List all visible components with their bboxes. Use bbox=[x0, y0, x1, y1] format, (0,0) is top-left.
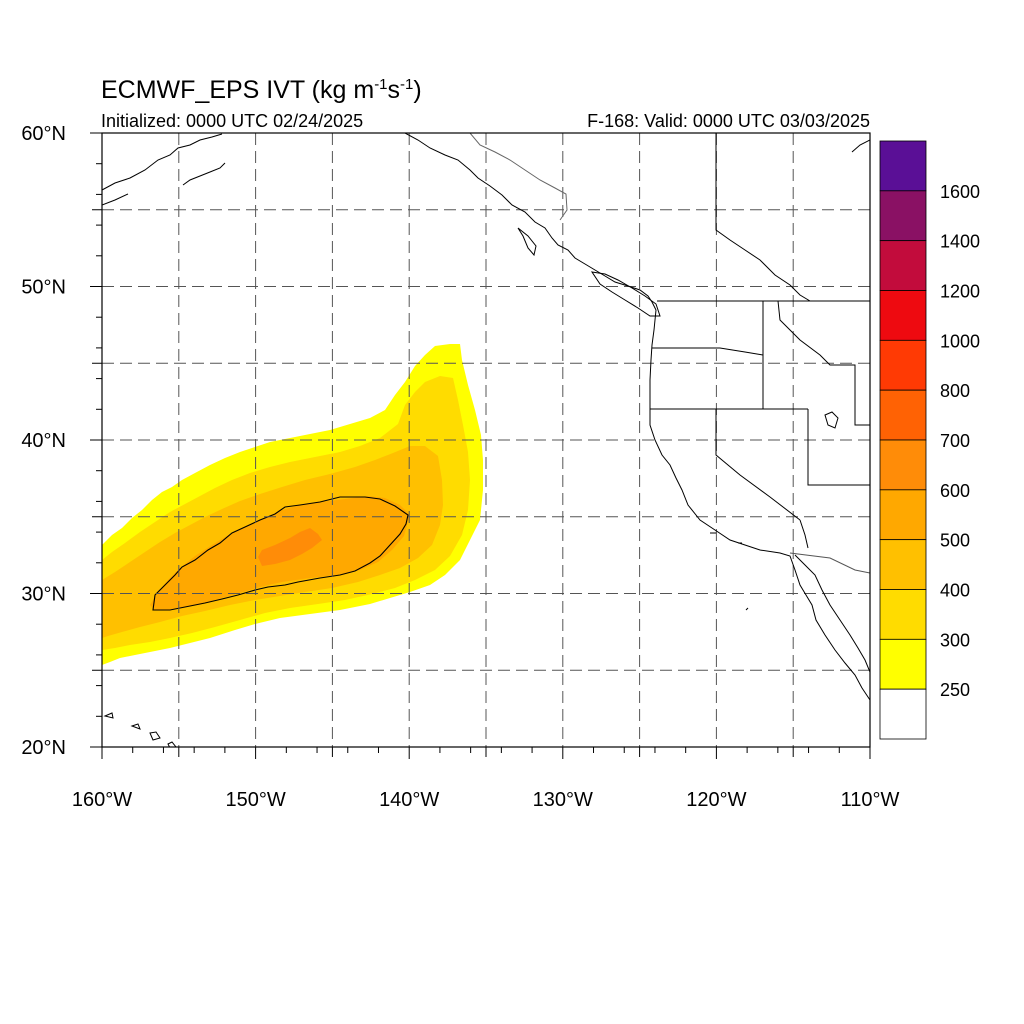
ca-az-border bbox=[799, 519, 809, 549]
ca-nv-border bbox=[715, 409, 801, 521]
map-grid bbox=[102, 133, 870, 747]
axis-ticks bbox=[90, 132, 871, 759]
lon-label: 150°W bbox=[225, 789, 285, 811]
colorbar-box bbox=[879, 638, 927, 690]
colorbar-label: 800 bbox=[940, 381, 970, 401]
colorbar-label: 250 bbox=[940, 680, 970, 700]
lat-label: 30°N bbox=[21, 584, 66, 606]
channel-islands bbox=[710, 532, 749, 611]
colorbar-label: 1000 bbox=[940, 331, 980, 351]
colorbar-box bbox=[879, 688, 927, 740]
hawaii-islands bbox=[103, 712, 177, 747]
canada-interior bbox=[715, 133, 811, 302]
lat-label: 50°N bbox=[21, 277, 66, 299]
lon-label: 140°W bbox=[379, 789, 439, 811]
us-mexico-border bbox=[789, 552, 870, 574]
lat-label: 60°N bbox=[21, 123, 66, 145]
coastlines bbox=[102, 133, 870, 747]
alaska-panhandle-coast bbox=[404, 133, 657, 311]
haida-gwaii bbox=[517, 227, 537, 257]
colorbar-box bbox=[879, 240, 927, 291]
colorbar-label: 500 bbox=[940, 531, 970, 551]
colorbar-box bbox=[879, 589, 927, 640]
colorbar: 1600 1400 1200 1000 800 700 600 500 400 300 250 bbox=[879, 140, 980, 740]
kodiak-island-coast bbox=[182, 162, 226, 186]
lat-label: 40°N bbox=[21, 430, 66, 452]
colorbar-box bbox=[879, 439, 927, 491]
lon-label: 130°W bbox=[533, 789, 593, 811]
colorbar-box bbox=[879, 339, 927, 391]
northeast-coast bbox=[851, 139, 870, 153]
aleutian-coast-1 bbox=[102, 193, 129, 206]
bc-border bbox=[469, 133, 568, 221]
lat-label: 20°N bbox=[21, 737, 66, 759]
lon-label: 120°W bbox=[686, 789, 746, 811]
colorbar-box bbox=[879, 539, 927, 590]
colorbar-label: 1600 bbox=[940, 182, 980, 202]
ivt-plume bbox=[102, 344, 483, 665]
ivt-contour-500 bbox=[152, 496, 409, 611]
colorbar-label: 600 bbox=[940, 481, 970, 501]
nv-az-border bbox=[807, 409, 870, 486]
colorbar-label: 1200 bbox=[940, 282, 980, 302]
wa-or-border bbox=[652, 347, 764, 356]
colorbar-label: 300 bbox=[940, 630, 970, 650]
colorbar-box bbox=[879, 489, 927, 541]
colorbar-box bbox=[879, 190, 927, 242]
longitude-labels: 160°W 150°W 140°W 130°W 120°W 110°W bbox=[72, 789, 900, 811]
great-salt-lake bbox=[824, 411, 839, 429]
id-east-border bbox=[777, 300, 870, 426]
baja-gulf-coast bbox=[794, 554, 870, 673]
map-title: ECMWF_EPS IVT (kg m-1s-1) bbox=[101, 76, 422, 104]
alaska-peninsula-coast bbox=[102, 133, 223, 191]
vancouver-island bbox=[590, 271, 661, 317]
valid-time: F-168: Valid: 0000 UTC 03/03/2025 bbox=[587, 111, 870, 131]
colorbar-box bbox=[879, 290, 927, 341]
colorbar-label: 700 bbox=[940, 431, 970, 451]
colorbar-box bbox=[879, 389, 927, 441]
colorbar-label: 400 bbox=[940, 581, 970, 601]
lon-label: 110°W bbox=[841, 789, 900, 811]
latitude-labels: 60°N 50°N 40°N 30°N 20°N bbox=[21, 123, 66, 759]
us-west-coast bbox=[649, 309, 870, 701]
colorbar-box bbox=[879, 140, 927, 192]
init-time: Initialized: 0000 UTC 02/24/2025 bbox=[101, 111, 363, 131]
lon-label: 160°W bbox=[72, 789, 132, 811]
ivt-band-600 bbox=[258, 528, 322, 566]
colorbar-label: 1400 bbox=[940, 232, 980, 252]
